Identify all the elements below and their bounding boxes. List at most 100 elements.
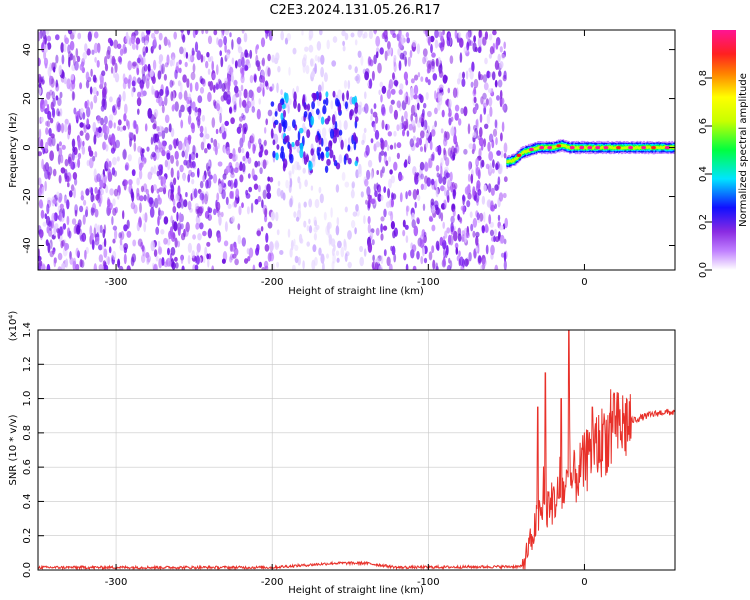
spectrogram-noise-mark <box>384 139 388 148</box>
spectrogram-noise-mark <box>217 142 220 149</box>
spectrogram-signal-mark <box>583 146 585 150</box>
spectrogram-noise-mark <box>191 178 195 185</box>
spectrogram-signal-mark <box>567 145 569 149</box>
spectrogram-noise-mark <box>454 182 458 190</box>
spectrogram-noise-mark <box>98 254 104 263</box>
spectrogram-noise-mark <box>137 238 143 247</box>
spectrogram-noise-mark <box>113 122 116 129</box>
spectrogram-noise-mark <box>343 238 347 248</box>
spectrogram-signal-mark <box>566 146 568 149</box>
spectrogram-noise-mark <box>162 183 167 191</box>
spectrogram-noise-mark <box>57 111 61 117</box>
spectrogram-noise-mark <box>187 134 192 141</box>
spectrogram-noise-mark <box>405 191 408 200</box>
spectrogram-signal-mark <box>602 146 605 150</box>
snr-series-line <box>38 330 675 570</box>
spectrogram-signal-mark <box>525 150 527 154</box>
spectrogram-noise-mark <box>157 70 162 80</box>
spectrogram-noise-mark <box>241 56 245 68</box>
spectrogram-signal-mark <box>299 142 304 151</box>
spectrogram-noise-mark <box>184 61 188 68</box>
spectrogram-noise-mark <box>130 188 134 199</box>
spectrogram-noise-mark <box>396 100 401 109</box>
spectrogram-noise-mark <box>183 159 188 166</box>
spectrogram-noise-mark <box>173 177 177 186</box>
spectrogram-noise-mark <box>150 240 155 252</box>
spectrogram-noise-mark <box>178 67 182 74</box>
spectrogram-noise-mark <box>343 80 348 89</box>
spectrogram-noise-mark <box>380 233 384 241</box>
spectrogram-noise-mark <box>320 253 325 264</box>
spectrogram-noise-mark <box>66 199 70 210</box>
spectrogram-noise-mark <box>458 72 463 82</box>
spectrogram-noise-mark <box>492 30 497 36</box>
spectrogram-frame <box>37 29 676 271</box>
spectrogram-signal-mark <box>591 146 594 150</box>
spectrogram-noise-mark <box>192 234 197 240</box>
spectrogram-signal-mark <box>520 153 522 156</box>
spectrogram-noise-mark <box>117 258 121 268</box>
spectrogram-noise-mark <box>158 258 163 269</box>
spectrogram-noise-mark <box>201 114 206 122</box>
snr-x-tick-label: -200 <box>261 577 284 588</box>
spectrogram-noise-mark <box>94 151 98 158</box>
spectrogram-noise-mark <box>96 60 100 68</box>
spectrogram-signal-mark <box>524 149 526 153</box>
spectrogram-noise-mark <box>225 146 231 155</box>
spectrogram-noise-mark <box>387 188 391 199</box>
spectrogram-noise-mark <box>113 39 119 49</box>
spectrogram-signal-mark <box>529 147 534 152</box>
spectrogram-noise-mark <box>234 85 239 94</box>
spectrogram-noise-mark <box>452 87 458 99</box>
spectrogram-noise-mark <box>472 217 478 228</box>
spectrogram-noise-mark <box>262 87 265 97</box>
spectrogram-noise-mark <box>97 46 101 54</box>
spectrogram-noise-mark <box>204 246 208 257</box>
figure-title: C2E3.2024.131.05.26.R17 <box>269 3 440 18</box>
spectrogram-noise-mark <box>197 111 201 120</box>
spectrogram-noise-mark <box>261 57 265 67</box>
spectrogram-noise-mark <box>371 239 375 246</box>
spectrogram-noise-mark <box>183 90 188 101</box>
spectrogram-noise-mark <box>152 59 157 71</box>
spectrogram-noise-mark <box>181 265 185 270</box>
spectrogram-noise-mark <box>503 41 507 50</box>
spectrogram-noise-mark <box>173 138 177 148</box>
spectrogram-noise-mark <box>244 49 249 58</box>
spectrogram-noise-mark <box>359 256 365 267</box>
spectrogram-noise-mark <box>50 78 55 88</box>
spectrogram-noise-mark <box>416 137 420 144</box>
spectrogram-noise-mark <box>489 106 493 117</box>
spectrogram-noise-mark <box>420 183 424 190</box>
spectrogram-signal-mark <box>270 128 274 139</box>
spectrogram-noise-mark <box>233 199 238 208</box>
spectrogram-noise-mark <box>363 248 367 257</box>
spectrogram-noise-mark <box>158 54 164 63</box>
spectrogram-signal-mark <box>509 159 511 163</box>
spectrogram-noise-mark <box>117 100 121 110</box>
spectrogram-signal-mark <box>659 146 661 150</box>
spectrogram-signal-mark <box>672 145 674 149</box>
spectrogram-noise-mark <box>150 154 153 160</box>
spectrogram-noise-mark <box>168 230 172 240</box>
spectrogram-noise-mark <box>409 138 415 148</box>
spectrogram-signal-mark <box>277 102 282 113</box>
spectrogram-noise-mark <box>41 186 45 196</box>
spectrogram-noise-mark <box>494 228 497 236</box>
spectrogram-noise-mark <box>429 35 435 43</box>
spectrogram-noise-mark <box>412 40 417 48</box>
spectrogram-noise-mark <box>479 37 483 46</box>
spectrogram-noise-mark <box>380 223 383 233</box>
spectrogram-noise-mark <box>83 124 87 134</box>
spectrogram-noise-mark <box>242 114 246 121</box>
spectrogram-noise-mark <box>151 76 156 84</box>
spectrogram-noise-mark <box>279 250 284 255</box>
spectrogram-noise-mark <box>123 253 127 265</box>
spectrogram-noise-mark <box>489 46 494 55</box>
spectrogram-noise-mark <box>494 60 499 71</box>
spectrogram-signal-mark <box>601 146 603 149</box>
spectrogram-noise-mark <box>237 46 243 54</box>
spectrogram-noise-mark <box>255 247 260 256</box>
spectrogram-noise-mark <box>496 150 501 156</box>
spectrogram-noise-mark <box>484 225 489 233</box>
